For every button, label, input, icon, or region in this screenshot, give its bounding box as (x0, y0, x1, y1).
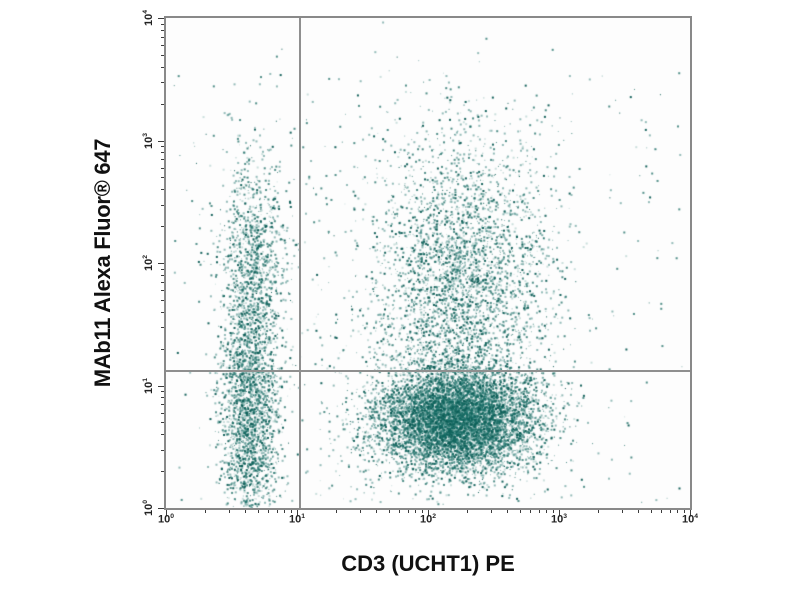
x-minor-tick (408, 510, 409, 513)
x-minor-tick (422, 510, 423, 513)
x-minor-tick (399, 510, 400, 513)
x-minor-tick (661, 510, 662, 513)
y-tick-label: 103 (142, 132, 155, 149)
x-minor-tick (684, 510, 685, 513)
x-minor-tick (598, 510, 599, 513)
x-minor-tick (389, 510, 390, 513)
x-major-tick (689, 510, 691, 516)
x-tick-label: 100 (157, 513, 175, 526)
x-minor-tick (638, 510, 639, 513)
plot-area (164, 16, 692, 510)
x-minor-tick (336, 510, 337, 513)
x-minor-tick (553, 510, 554, 513)
x-minor-tick (622, 510, 623, 513)
y-axis-label: MAb11 Alexa Fluor® 647 (90, 138, 115, 388)
x-major-tick (165, 510, 167, 516)
x-minor-tick (546, 510, 547, 513)
x-minor-tick (530, 510, 531, 513)
x-minor-tick (277, 510, 278, 513)
y-tick-label: 102 (142, 254, 155, 272)
x-tick-label: 101 (288, 513, 306, 526)
x-minor-tick (677, 510, 678, 513)
x-minor-tick (205, 510, 206, 513)
x-minor-tick (520, 510, 521, 513)
x-major-tick (558, 510, 560, 516)
x-minor-tick (376, 510, 377, 513)
x-minor-tick (284, 510, 285, 513)
x-tick-label: 104 (681, 513, 699, 526)
x-minor-tick (467, 510, 468, 513)
x-minor-tick (229, 510, 230, 513)
x-minor-tick (268, 510, 269, 513)
quadrant-gate-vertical-line (299, 18, 301, 508)
x-major-tick (296, 510, 298, 516)
x-minor-tick (651, 510, 652, 513)
x-axis-label: CD3 (UCHT1) PE (341, 551, 515, 576)
x-minor-tick (245, 510, 246, 513)
x-minor-tick (539, 510, 540, 513)
y-tick-label: 101 (142, 377, 155, 394)
y-tick-label: 104 (142, 9, 155, 27)
x-minor-tick (507, 510, 508, 513)
x-minor-tick (491, 510, 492, 513)
x-tick-label: 103 (550, 513, 568, 526)
quadrant-gate-horizontal-line (166, 370, 690, 372)
x-minor-tick (670, 510, 671, 513)
y-tick-label: 100 (142, 499, 155, 517)
x-tick-label: 102 (419, 513, 437, 526)
x-minor-tick (360, 510, 361, 513)
x-major-tick (427, 510, 429, 516)
scatter-dots-canvas (166, 18, 690, 508)
x-minor-tick (291, 510, 292, 513)
x-minor-tick (415, 510, 416, 513)
x-minor-tick (258, 510, 259, 513)
